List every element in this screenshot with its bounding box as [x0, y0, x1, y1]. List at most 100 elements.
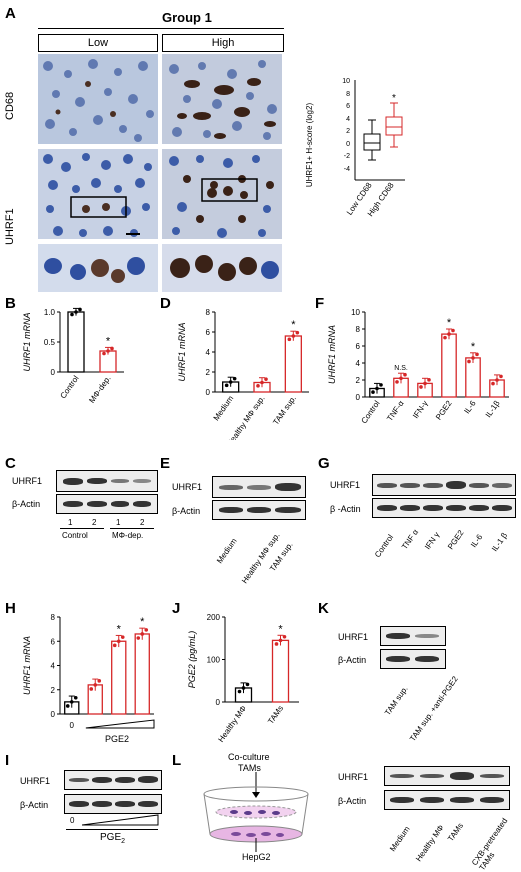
wb-c-group-control: Control	[62, 531, 88, 540]
band	[111, 479, 129, 483]
data-point	[144, 628, 149, 632]
category-label: Control	[359, 399, 381, 425]
row-label-cd68: CD68	[4, 91, 16, 120]
data-point	[423, 381, 427, 386]
y-tick-label: 6	[356, 342, 361, 351]
data-point	[427, 378, 431, 382]
y-axis-label: UHRF1 mRNA	[327, 325, 337, 384]
data-point	[375, 386, 379, 391]
bar	[465, 357, 481, 398]
wb-g-lane-il1b: IL-1 β	[490, 531, 510, 554]
wb-g-lane-pge2: PGE2	[446, 528, 466, 552]
panel-label-d: D	[160, 295, 171, 312]
bar	[271, 639, 290, 703]
tick-10: 10	[342, 78, 350, 85]
y-tick-label: 0	[51, 710, 56, 719]
data-point	[419, 385, 423, 389]
category-label: PGE2	[434, 399, 454, 422]
wb-k-lane-tam: TAM sup.	[383, 684, 410, 718]
category-label: TAMs	[266, 704, 285, 726]
box-high-cd68: *	[385, 93, 403, 148]
data-point	[495, 378, 499, 382]
wb-g-uhrf1-label: UHRF1	[330, 480, 361, 490]
wb-i-actin-label: β-Actin	[20, 800, 49, 810]
y-tick-label: 4	[206, 348, 211, 357]
wb-c-lane-1a: 1	[68, 518, 73, 527]
data-point	[499, 374, 503, 379]
y-tick-label: 1.0	[44, 308, 56, 317]
data-point	[237, 689, 242, 694]
wb-e-lane-medium: Medium	[215, 536, 239, 566]
wb-l-lane-cxb: CXB-pretreated TAMs	[470, 816, 510, 872]
y-tick-label: 6	[206, 328, 211, 337]
category-label: TNF-α	[385, 399, 406, 423]
wb-g-lane-ifn: IFN γ	[423, 530, 442, 552]
ihc-uhrf1-high-image	[162, 149, 282, 239]
y-tick-label: 0	[216, 698, 221, 707]
wb-i-uhrf1-blot	[64, 770, 162, 790]
y-axis-label: PGE2 (pg/mL)	[187, 631, 197, 689]
significance-mark: *	[447, 317, 452, 329]
wb-e-actin-blot	[212, 500, 306, 520]
ihc-uhrf1-low-image	[38, 149, 158, 239]
wb-i-underline	[66, 829, 158, 830]
wb-c-actin-label: β-Actin	[12, 499, 41, 509]
x-axis-label: PGE2	[105, 734, 129, 744]
data-point	[97, 679, 102, 683]
data-point	[232, 376, 237, 381]
y-tick-label: 10	[351, 308, 360, 317]
data-point	[491, 381, 495, 386]
band	[133, 479, 151, 483]
wb-k-uhrf1-label: UHRF1	[338, 632, 369, 642]
ihc-uhrf1-high-zoom	[162, 244, 282, 292]
panel-label-h: H	[5, 600, 16, 617]
wb-c-uhrf1-label: UHRF1	[12, 476, 43, 486]
data-point	[120, 635, 125, 639]
tick-m2: -2	[344, 153, 350, 160]
data-point	[256, 384, 260, 388]
y-tick-label: 2	[206, 368, 211, 377]
data-point	[260, 380, 264, 385]
chart-h: UHRF1 mRNA 8 6 4 2 0 * * 0 PGE2	[22, 613, 155, 744]
data-point	[278, 638, 283, 643]
data-point	[443, 335, 447, 340]
wb-g-lane-tnf: TNF α	[400, 527, 421, 552]
wb-l-lane-tams: TAMs	[446, 821, 466, 844]
wb-l-lane-medium: Medium	[388, 824, 412, 854]
data-point	[102, 351, 106, 356]
col-header-low: Low	[38, 34, 158, 52]
wb-c-lane-1b: 1	[116, 518, 121, 527]
data-point	[70, 312, 74, 317]
data-point	[395, 380, 399, 384]
wb-i-actin-blot	[64, 794, 162, 814]
ihc-cd68-low-image	[38, 54, 158, 144]
wb-g-actin-label: β -Actin	[330, 504, 361, 514]
bar	[134, 633, 150, 715]
data-point	[471, 356, 475, 360]
coculture-diagram	[203, 772, 309, 852]
data-point	[65, 704, 70, 708]
category-label: 0	[70, 721, 75, 730]
data-point	[245, 682, 250, 687]
wb-l-uhrf1-label: UHRF1	[338, 772, 369, 782]
panel-label-l: L	[172, 752, 182, 769]
data-point	[371, 390, 375, 394]
data-point	[110, 346, 114, 351]
boxplot-uhrf1-hscore: UHRF1+ H-score (log2) 10 8 6 4 2 0 -2 -4…	[305, 78, 405, 218]
panel-label-c: C	[5, 455, 16, 472]
category-label: IFN-γ	[411, 399, 430, 420]
y-tick-label: 0.5	[44, 338, 56, 347]
data-point	[379, 383, 383, 387]
data-point	[89, 687, 94, 691]
bar	[284, 335, 302, 393]
category-label: IL-1β	[484, 399, 502, 420]
y-axis-label: UHRF1 mRNA	[22, 312, 32, 371]
wb-l-lane-healthy: Healthy MΦ	[414, 823, 446, 864]
tick-2: 2	[346, 128, 350, 135]
wb-c-uhrf1-blot	[56, 470, 158, 492]
wb-e-uhrf1-label: UHRF1	[172, 482, 203, 492]
panel-label-k: K	[318, 600, 329, 617]
